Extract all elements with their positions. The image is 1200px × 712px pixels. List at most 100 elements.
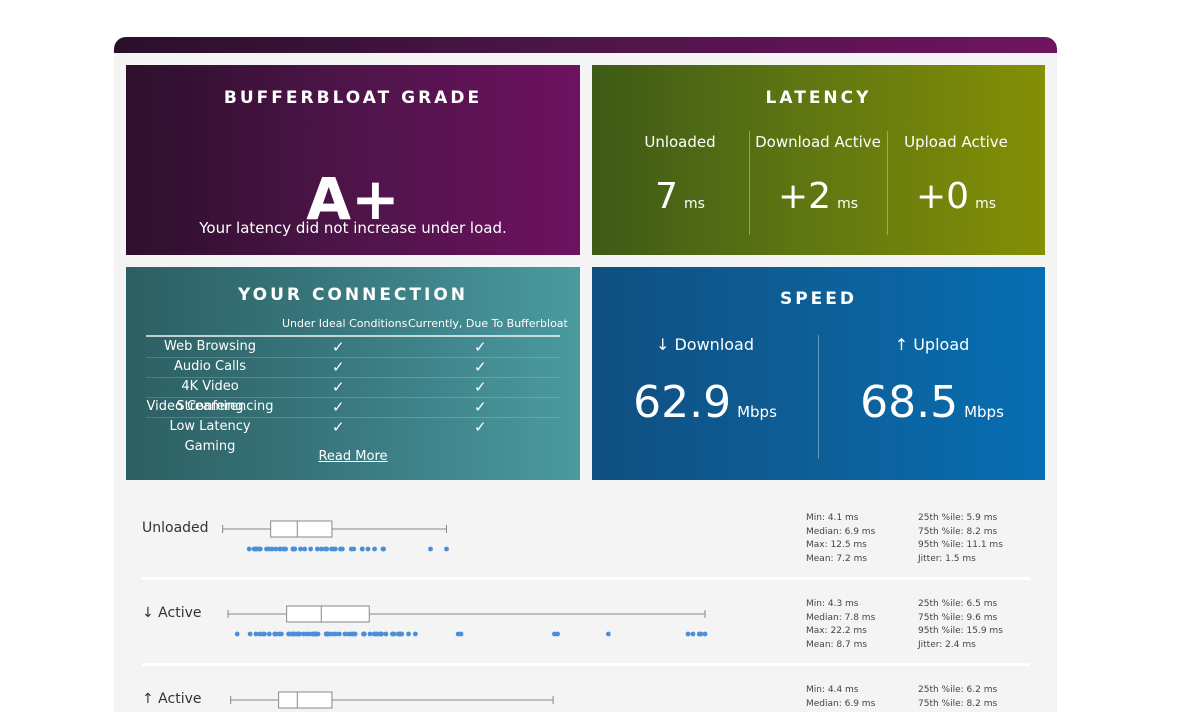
stat-mean: Mean: 7.2 ms [806, 553, 868, 564]
row-name: Low Latency Gaming [169, 419, 251, 454]
sample-point [367, 631, 373, 637]
unloaded-latency-boxplot [222, 520, 449, 552]
connection-row-gaming: Low Latency Gaming ✓ ✓ [146, 417, 560, 454]
latency-title: LATENCY [765, 88, 872, 108]
check-icon: ✓ [474, 338, 487, 356]
check-icon: ✓ [332, 338, 345, 356]
latency-download-unit: ms [837, 196, 858, 212]
latency-unloaded-label: Unloaded [644, 133, 716, 151]
sample-point [324, 546, 330, 552]
latency-divider [749, 131, 750, 235]
latency-unloaded-unit: ms [683, 196, 705, 212]
stat-median: Median: 6.9 ms [806, 526, 876, 537]
sample-point [234, 631, 240, 637]
sample-point [342, 631, 348, 637]
read-more-link[interactable]: Read More [318, 449, 388, 464]
latency-upload-value: +0 [915, 176, 970, 217]
sample-point [279, 631, 284, 637]
stat-max: Max: 22.2 ms [806, 626, 867, 636]
unloaded-stats-right: 25th %ile: 5.9 ms 75th %ile: 8.2 ms 95th… [918, 512, 1003, 566]
sample-point [365, 546, 371, 552]
download-stats-left: Min: 4.3 ms Median: 7.8 ms Max: 22.2 ms … [806, 598, 875, 652]
sample-point [331, 546, 337, 552]
sample-point [336, 631, 342, 637]
check-icon: ✓ [332, 418, 345, 436]
sample-point [286, 631, 291, 637]
sample-point [702, 631, 708, 637]
stat-max: Max: 12.5 ms [806, 540, 867, 550]
latency-download-label: Download Active [755, 133, 881, 151]
latency-unloaded: Unloaded 7 ms [611, 131, 749, 235]
latency-unloaded-value: 7 [655, 176, 678, 217]
stat-jitter: Jitter: 1.5 ms [918, 553, 976, 564]
sample-point [381, 546, 386, 552]
sample-point [361, 631, 366, 637]
sample-point [277, 546, 283, 552]
download-unit: Mbps [737, 403, 777, 421]
row-name: Audio Calls [173, 359, 247, 374]
sample-point [304, 631, 310, 637]
latency-divider [887, 131, 888, 235]
latency-upload-unit: ms [975, 196, 996, 212]
grade-description: Your latency did not increase under load… [199, 219, 507, 237]
sample-point [319, 546, 324, 552]
grade-value: A+ [306, 165, 400, 233]
stat-min: Min: 4.3 ms [806, 599, 859, 609]
upload-speed: ↑ Upload 68.5 Mbps [819, 335, 1045, 437]
stat-mean: Mean: 8.7 ms [806, 639, 868, 650]
sample-point [348, 546, 354, 552]
connection-header-divider [146, 335, 560, 337]
sample-point [327, 631, 332, 637]
upload-value: 68.5 [860, 377, 959, 428]
sample-point [314, 546, 320, 552]
speed-card: SPEED ↓ Download 62.9 Mbps ↑ Upload 68.5 M… [592, 267, 1045, 480]
sample-point [296, 631, 302, 637]
latency-card: LATENCY Unloaded 7 ms Download Active +2 m… [592, 65, 1045, 255]
download-label: ↓ Download [655, 335, 755, 354]
sample-point [376, 631, 382, 637]
row-name: Video Conferencing [146, 399, 274, 414]
sample-point [359, 546, 365, 552]
stat-p25: 25th %ile: 5.9 ms [918, 513, 998, 523]
sample-point [291, 631, 297, 637]
sample-point [247, 631, 253, 637]
upload-active-latency-boxplot [230, 691, 554, 709]
stats-divider [142, 663, 1030, 666]
sample-point [281, 546, 287, 552]
sample-point [399, 631, 405, 637]
sample-point [555, 631, 560, 637]
connection-title: YOUR CONNECTION [237, 285, 469, 305]
stats-label-unloaded: Unloaded [142, 520, 209, 536]
stat-median: Median: 6.9 ms [806, 698, 876, 709]
sample-point [260, 631, 266, 637]
stat-median: Median: 7.8 ms [806, 612, 876, 623]
latency-download-value: +2 [777, 176, 832, 217]
stats-divider [142, 577, 1030, 580]
download-stats-right: 25th %ile: 6.5 ms 75th %ile: 9.6 ms 95th… [918, 598, 1003, 652]
stat-p95: 95th %ile: 11.1 ms [918, 540, 1003, 550]
upload-label: ↑ Upload [894, 335, 970, 354]
connection-row-4k-video: 4K Video Streaming ✓ ✓ [146, 377, 560, 414]
download-active-latency-boxplot [227, 605, 708, 637]
check-icon: ✓ [474, 418, 487, 436]
sample-point [273, 546, 279, 552]
latency-download-active: Download Active +2 ms [749, 131, 887, 235]
sample-point [266, 546, 272, 552]
your-connection-card: YOUR CONNECTION Under Ideal Conditions C… [126, 267, 580, 480]
check-icon: ✓ [332, 378, 345, 396]
sample-point [290, 546, 296, 552]
grade-title: BUFFERBLOAT GRADE [223, 88, 483, 108]
sample-point [298, 546, 303, 552]
header-ideal-conditions: Under Ideal Conditions [282, 317, 408, 330]
sample-point [253, 631, 259, 637]
sample-point [605, 631, 611, 637]
sample-point [444, 546, 449, 552]
upload-stats-right: 25th %ile: 6.2 ms 75th %ile: 8.2 ms [918, 684, 997, 711]
sample-point [338, 546, 343, 552]
sample-point [302, 546, 308, 552]
sample-point [266, 631, 272, 637]
stat-p75: 75th %ile: 9.6 ms [918, 612, 998, 623]
header-current-bufferbloat: Currently, Due To Bufferbloat [408, 317, 568, 330]
sample-point [346, 631, 352, 637]
stats-label-upload-active: ↑ Active [142, 691, 202, 707]
